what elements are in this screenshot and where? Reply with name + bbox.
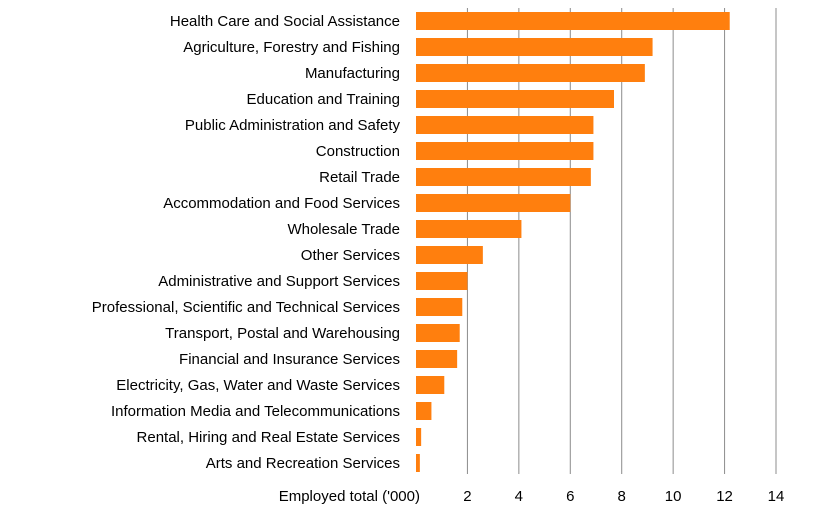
- category-label: Information Media and Telecommunications: [111, 403, 400, 420]
- bar: [416, 142, 594, 160]
- x-axis-title: Employed total ('000): [279, 488, 420, 505]
- bar: [416, 376, 445, 394]
- category-label: Rental, Hiring and Real Estate Services: [137, 429, 400, 446]
- category-label: Arts and Recreation Services: [206, 455, 400, 472]
- x-tick-label: 8: [618, 488, 626, 505]
- category-label: Health Care and Social Assistance: [170, 13, 400, 30]
- bar: [416, 90, 614, 108]
- bar: [416, 428, 422, 446]
- category-label: Electricity, Gas, Water and Waste Servic…: [116, 377, 400, 394]
- bar: [416, 246, 483, 264]
- x-tick-label: 10: [665, 488, 682, 505]
- bar: [416, 324, 460, 342]
- bar: [416, 116, 594, 134]
- gridlines: [466, 8, 777, 474]
- x-tick-label: 14: [768, 488, 785, 505]
- category-label: Accommodation and Food Services: [163, 195, 400, 212]
- bar: [416, 64, 645, 82]
- category-labels: Health Care and Social Assistance Agricul…: [92, 13, 401, 472]
- category-label: Retail Trade: [319, 169, 400, 186]
- bar: [416, 272, 468, 290]
- bar: [416, 220, 522, 238]
- x-tick-label: 12: [716, 488, 733, 505]
- category-label: Administrative and Support Services: [158, 273, 400, 290]
- bars: [416, 12, 730, 472]
- category-label: Manufacturing: [305, 65, 400, 82]
- category-label: Professional, Scientific and Technical S…: [92, 299, 400, 316]
- x-tick-labels: 2 4 6 8 10 12 14: [463, 488, 784, 505]
- category-label: Public Administration and Safety: [185, 117, 401, 134]
- category-label: Transport, Postal and Warehousing: [165, 325, 400, 342]
- bar: [416, 194, 571, 212]
- bar: [416, 12, 730, 30]
- category-label: Construction: [316, 143, 400, 160]
- bar: [416, 454, 420, 472]
- category-label: Education and Training: [247, 91, 400, 108]
- category-label: Other Services: [301, 247, 400, 264]
- bar: [416, 298, 463, 316]
- x-tick-label: 6: [566, 488, 574, 505]
- x-tick-label: 2: [463, 488, 471, 505]
- bar: [416, 350, 458, 368]
- category-label: Agriculture, Forestry and Fishing: [183, 39, 400, 56]
- category-label: Wholesale Trade: [287, 221, 400, 238]
- bar: [416, 168, 591, 186]
- bar: [416, 38, 653, 56]
- category-label: Financial and Insurance Services: [179, 351, 400, 368]
- bar: [416, 402, 432, 420]
- x-tick-label: 4: [515, 488, 523, 505]
